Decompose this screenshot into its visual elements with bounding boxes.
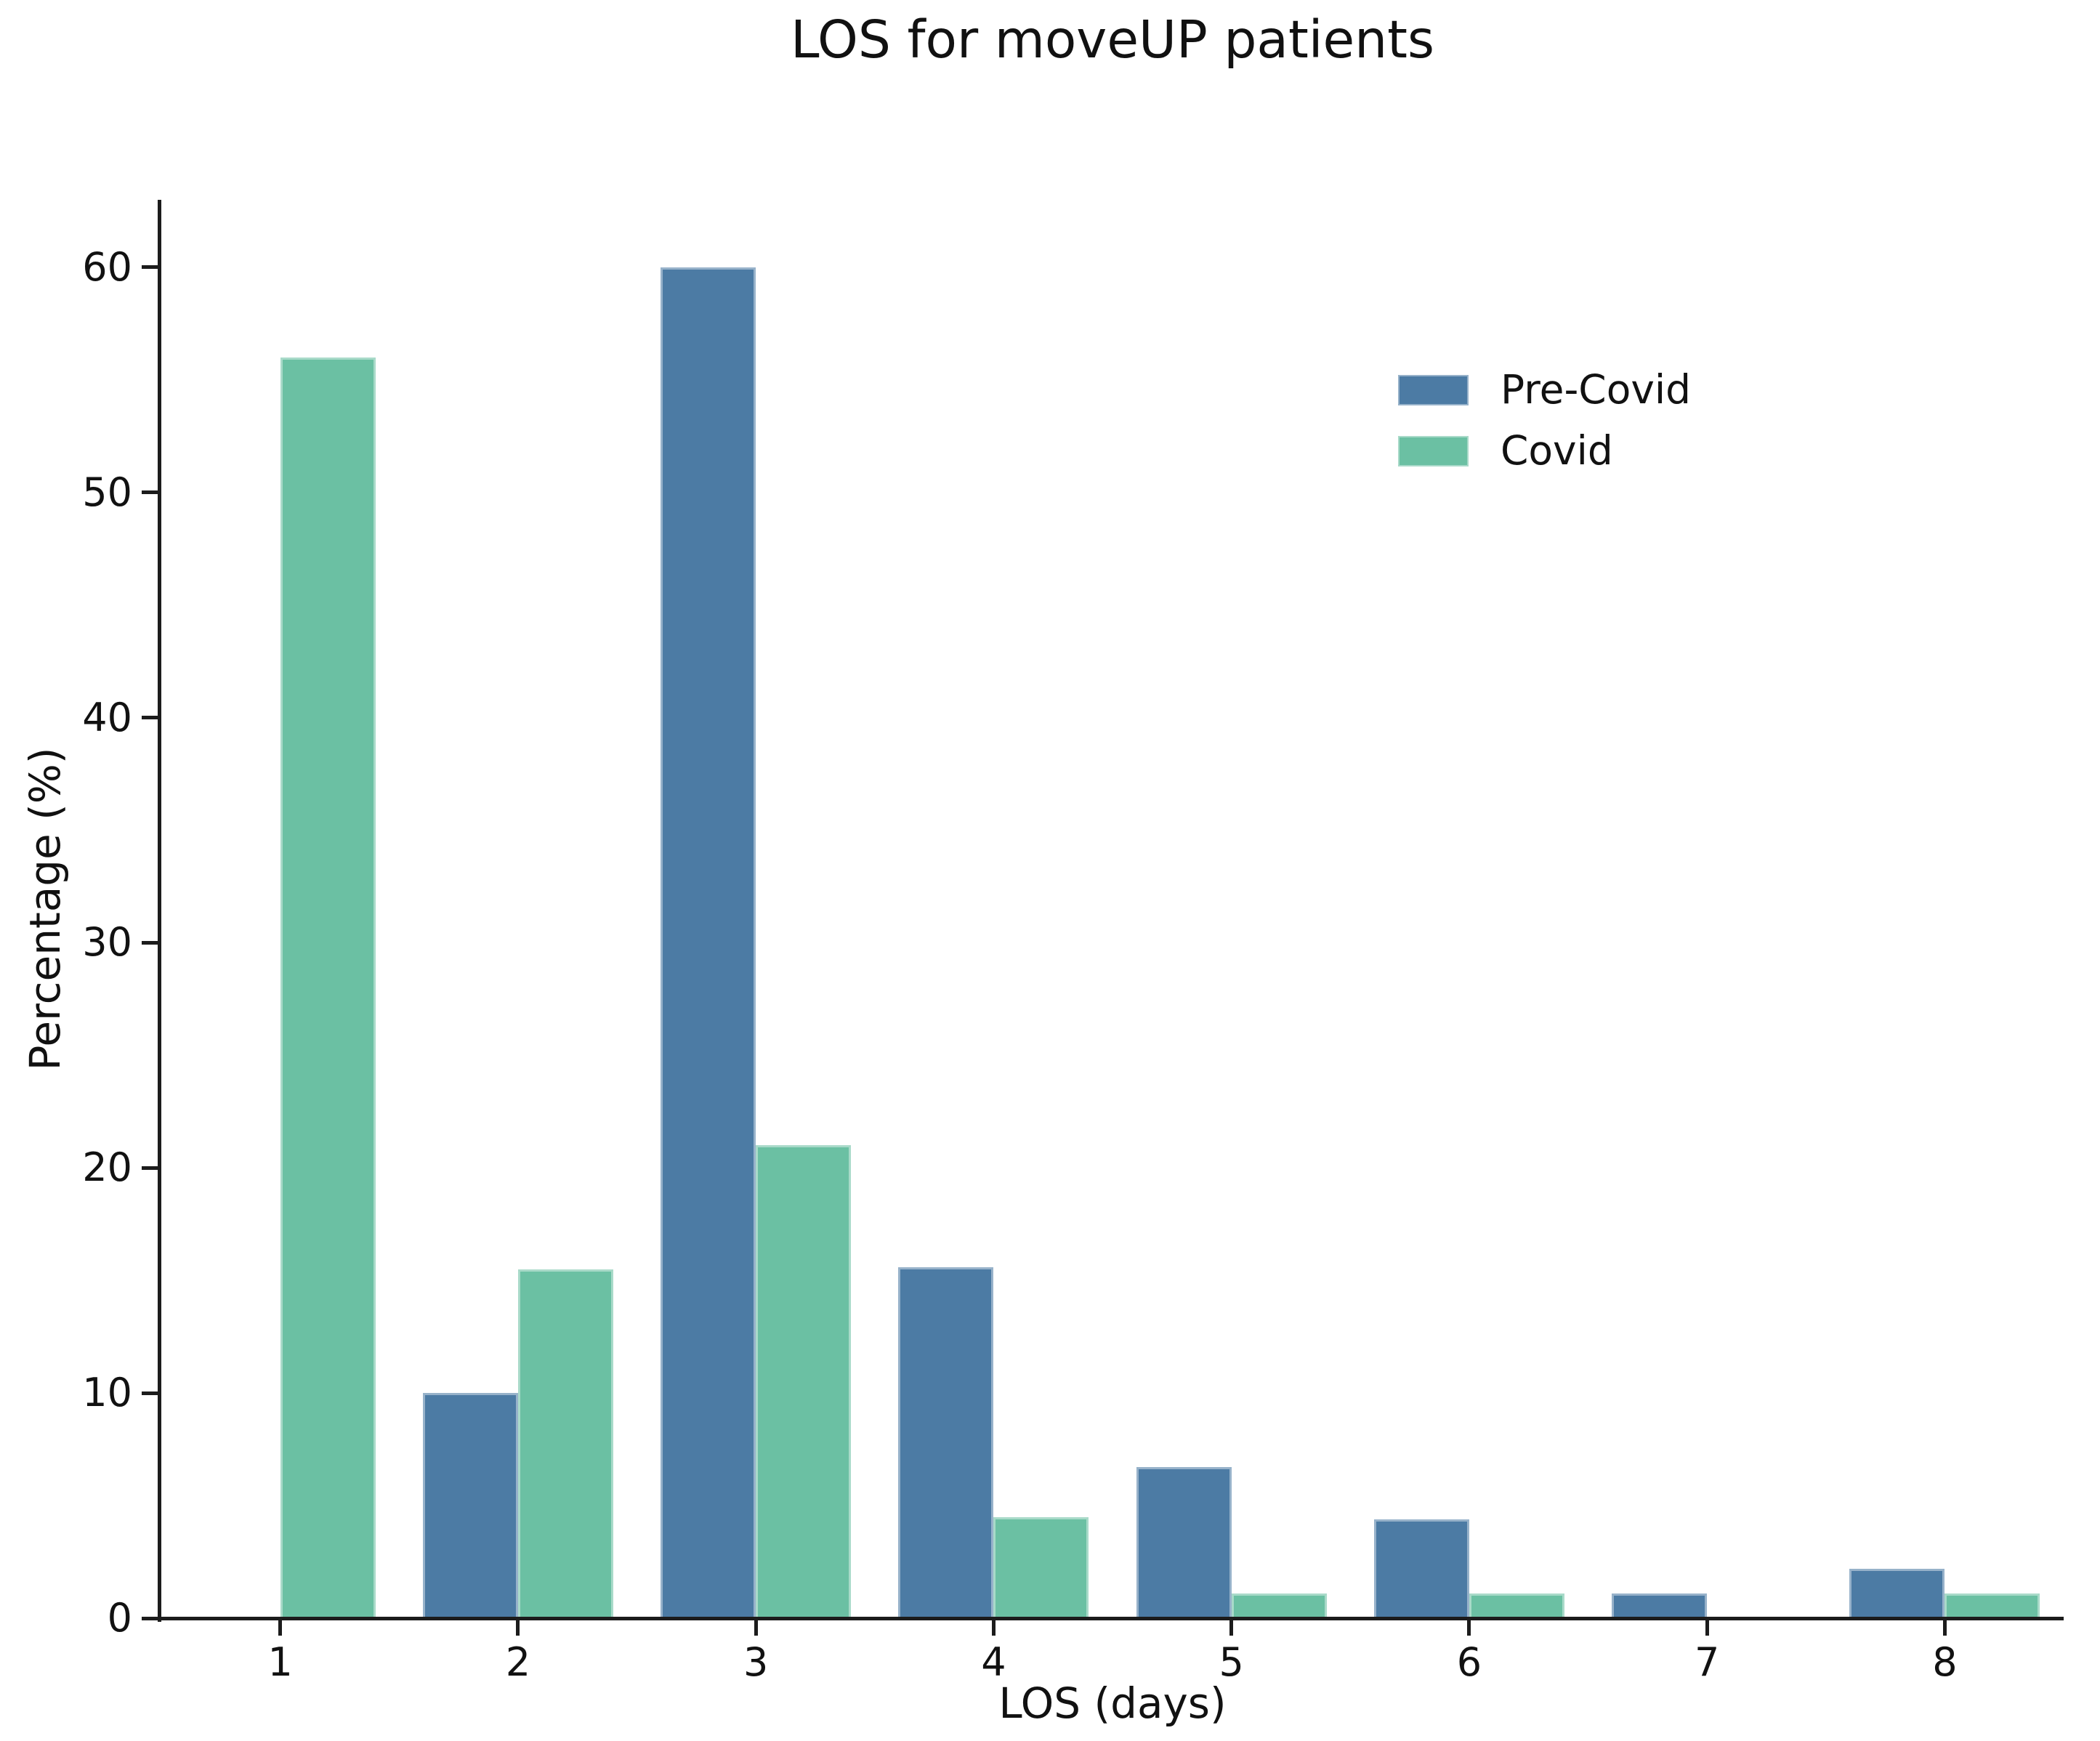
bar-covid-5	[1231, 1593, 1327, 1618]
bar-pre-covid-8	[1849, 1568, 1945, 1618]
legend-swatch-pre-covid	[1398, 374, 1469, 405]
x-tick-label-3: 3	[743, 1639, 769, 1685]
x-tick-mark-4	[991, 1620, 996, 1636]
bar-covid-8	[1944, 1593, 2040, 1618]
legend-swatch-covid	[1398, 435, 1469, 466]
x-tick-mark-2	[516, 1620, 520, 1636]
y-tick-mark-60	[142, 265, 158, 270]
chart-title: LOS for moveUP patients	[790, 9, 1435, 70]
y-tick-mark-40	[142, 716, 158, 720]
y-tick-label-40: 40	[82, 694, 132, 740]
bar-covid-4	[993, 1516, 1089, 1618]
x-tick-label-6: 6	[1456, 1639, 1482, 1685]
y-tick-mark-20	[142, 1166, 158, 1170]
x-tick-mark-1	[278, 1620, 283, 1636]
y-tick-label-30: 30	[82, 919, 132, 966]
y-tick-mark-0	[142, 1616, 158, 1620]
bar-pre-covid-7	[1612, 1593, 1708, 1618]
x-tick-mark-5	[1229, 1620, 1234, 1636]
y-tick-mark-30	[142, 940, 158, 945]
bar-covid-2	[517, 1269, 613, 1618]
legend-row-pre-covid: Pre-Covid	[1398, 366, 1692, 413]
y-tick-label-0: 0	[107, 1595, 132, 1641]
legend-label-covid: Covid	[1501, 427, 1613, 474]
x-tick-mark-8	[1942, 1620, 1947, 1636]
y-tick-mark-10	[142, 1391, 158, 1395]
y-tick-label-20: 20	[82, 1144, 132, 1191]
x-tick-label-8: 8	[1932, 1639, 1958, 1685]
y-tick-label-10: 10	[82, 1370, 132, 1416]
legend-row-covid: Covid	[1398, 427, 1691, 474]
x-tick-mark-6	[1467, 1620, 1471, 1636]
x-tick-mark-3	[754, 1620, 758, 1636]
bar-covid-3	[756, 1145, 852, 1618]
x-tick-label-1: 1	[267, 1639, 293, 1685]
x-tick-label-2: 2	[505, 1639, 531, 1685]
x-tick-label-7: 7	[1694, 1639, 1720, 1685]
x-axis-label: LOS (days)	[998, 1679, 1227, 1728]
bar-pre-covid-6	[1373, 1519, 1469, 1618]
plot-area: 1 2 3 4 5 6 7 8 0 10 20 30 40 50 60	[82, 200, 2064, 1685]
y-tick-label-50: 50	[82, 469, 132, 515]
bar-pre-covid-4	[898, 1267, 994, 1618]
bar-pre-covid-5	[1136, 1467, 1232, 1618]
x-tick-label-4: 4	[981, 1639, 1006, 1685]
legend-label-pre-covid: Pre-Covid	[1501, 366, 1692, 413]
bar-covid-1	[280, 357, 376, 1618]
x-tick-label-5: 5	[1219, 1639, 1244, 1685]
y-axis-label: Percentage (%)	[20, 747, 70, 1071]
y-tick-mark-50	[142, 490, 158, 495]
bar-covid-6	[1469, 1593, 1564, 1618]
bar-pre-covid-3	[661, 267, 756, 1618]
bar-pre-covid-2	[422, 1393, 518, 1618]
y-tick-label-60: 60	[82, 243, 132, 290]
legend: Pre-Covid Covid	[1398, 366, 1692, 474]
x-tick-mark-7	[1705, 1620, 1709, 1636]
